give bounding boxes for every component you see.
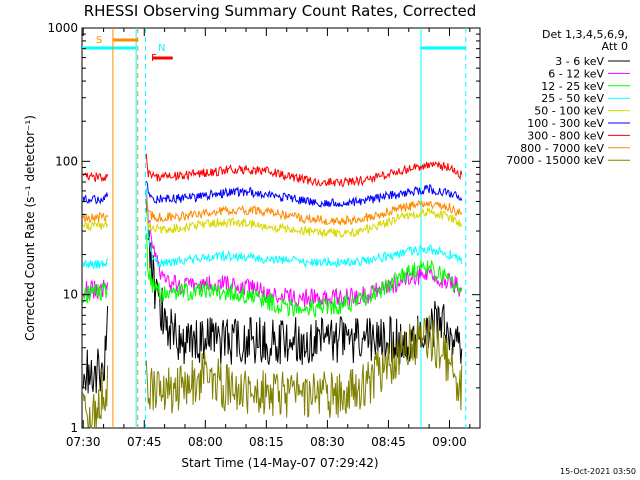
y-tick-label: 1 — [70, 421, 78, 435]
night-marker-label: N — [158, 43, 165, 54]
x-tick-label: 09:00 — [432, 435, 467, 449]
y-axis-label: Corrected Count Rate (s⁻¹ detector⁻¹) — [23, 115, 37, 341]
plot-frame — [81, 27, 481, 429]
flare-marker-label: F — [151, 53, 157, 64]
interval-markers: S FN — [82, 28, 467, 428]
legend-label: 7000 - 15000 keV — [506, 154, 604, 167]
legend-label: 800 - 7000 keV — [520, 142, 604, 155]
footer-timestamp: 15-Oct-2021 03:50 — [560, 467, 636, 476]
legend-label: 50 - 100 keV — [534, 105, 604, 118]
legend-label: 300 - 800 keV — [527, 129, 604, 142]
x-tick-label: 07:30 — [66, 435, 101, 449]
legend-header-line-1: Det 1,3,4,5,6,9, — [542, 28, 628, 41]
series-line-800to7000kev — [82, 196, 463, 226]
series-line-50to100kev — [82, 207, 463, 239]
y-tick-label: 1000 — [47, 21, 78, 35]
saa-marker-label: S — [96, 35, 102, 46]
x-tick-label: 08:30 — [310, 435, 345, 449]
x-tick-label: 07:45 — [127, 435, 162, 449]
series-line-12to25kev — [82, 233, 463, 319]
series-lines — [82, 153, 463, 429]
legend-label: 6 - 12 keV — [548, 67, 604, 80]
x-axis-label: Start Time (14-May-07 07:29:42) — [181, 456, 378, 470]
x-axis-ticks: 07:30 07:45 08:00 08:15 08:30 08:45 09:00 — [66, 28, 471, 449]
series-line-300to800kev — [82, 153, 463, 188]
legend-label: 12 - 25 keV — [541, 80, 604, 93]
series-line-7000to15000kev — [82, 315, 463, 429]
x-tick-label: 08:45 — [371, 435, 406, 449]
legend-label: 3 - 6 keV — [555, 55, 604, 68]
series-line-100to300kev — [82, 180, 463, 209]
x-tick-label: 08:15 — [249, 435, 284, 449]
y-axis-ticks: 1 10 100 1000 — [47, 21, 480, 435]
legend-label: 25 - 50 keV — [541, 92, 604, 105]
x-tick-label: 08:00 — [188, 435, 223, 449]
legend-label: 100 - 300 keV — [527, 117, 604, 130]
y-tick-label: 100 — [55, 154, 78, 168]
y-tick-label: 10 — [63, 288, 78, 302]
series-line-25to50kev — [82, 187, 463, 270]
chart-title: RHESSI Observing Summary Count Rates, Co… — [84, 2, 477, 20]
legend-header-line-2: Att 0 — [602, 40, 628, 53]
